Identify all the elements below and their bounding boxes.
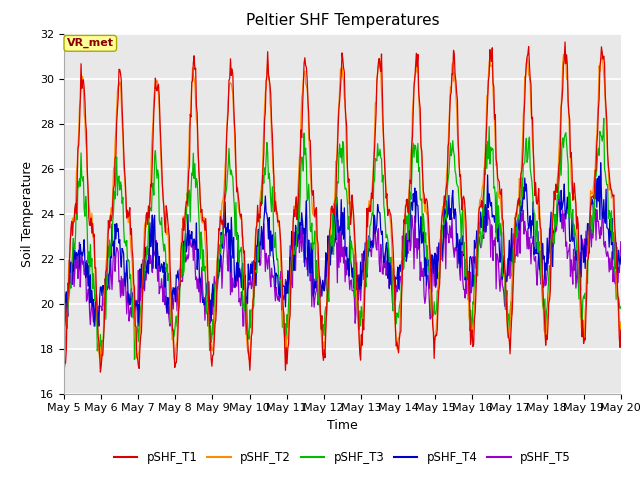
pSHF_T1 <box>426 253 434 259</box>
pSHF_T4 <box>411 185 419 191</box>
pSHF_T2 <box>70 218 78 224</box>
pSHF_T3 <box>600 115 607 121</box>
pSHF_T2 <box>617 319 625 324</box>
Title: Peltier SHF Temperatures: Peltier SHF Temperatures <box>246 13 439 28</box>
pSHF_T2 <box>184 168 192 174</box>
pSHF_T3 <box>214 270 222 276</box>
pSHF_T2 <box>410 81 418 87</box>
Legend: pSHF_T1, pSHF_T2, pSHF_T3, pSHF_T4, pSHF_T5: pSHF_T1, pSHF_T2, pSHF_T3, pSHF_T4, pSHF… <box>109 446 576 469</box>
Text: VR_met: VR_met <box>67 38 114 48</box>
pSHF_T4 <box>128 300 136 306</box>
pSHF_T5 <box>617 239 625 245</box>
Line: pSHF_T5: pSHF_T5 <box>64 192 621 326</box>
pSHF_T1 <box>617 327 625 333</box>
pSHF_T2 <box>426 265 434 271</box>
pSHF_T4 <box>185 242 193 248</box>
pSHF_T2 <box>60 364 68 370</box>
pSHF_T4 <box>617 254 625 260</box>
Line: pSHF_T4: pSHF_T4 <box>64 163 621 326</box>
pSHF_T5 <box>184 256 192 262</box>
pSHF_T1 <box>561 39 569 45</box>
pSHF_T4 <box>597 160 605 166</box>
pSHF_T1 <box>184 189 192 194</box>
Line: pSHF_T2: pSHF_T2 <box>64 52 621 367</box>
pSHF_T1 <box>127 226 135 231</box>
X-axis label: Time: Time <box>327 419 358 432</box>
pSHF_T1 <box>214 258 221 264</box>
pSHF_T5 <box>426 316 434 322</box>
pSHF_T4 <box>214 276 222 281</box>
pSHF_T4 <box>90 323 98 329</box>
pSHF_T5 <box>214 285 221 291</box>
pSHF_T4 <box>60 301 68 307</box>
Y-axis label: Soil Temperature: Soil Temperature <box>22 161 35 266</box>
pSHF_T2 <box>127 251 135 257</box>
pSHF_T3 <box>617 304 625 310</box>
pSHF_T5 <box>60 323 68 329</box>
pSHF_T5 <box>70 284 78 289</box>
pSHF_T3 <box>60 343 68 348</box>
pSHF_T2 <box>214 255 221 261</box>
pSHF_T3 <box>128 297 136 302</box>
Line: pSHF_T3: pSHF_T3 <box>64 118 621 361</box>
pSHF_T3 <box>70 244 78 250</box>
pSHF_T1 <box>60 370 68 375</box>
pSHF_T1 <box>410 84 418 90</box>
pSHF_T1 <box>70 218 78 224</box>
pSHF_T3 <box>97 358 105 364</box>
pSHF_T3 <box>411 142 419 148</box>
Line: pSHF_T1: pSHF_T1 <box>64 42 621 372</box>
pSHF_T5 <box>127 314 135 320</box>
pSHF_T3 <box>185 189 193 194</box>
pSHF_T5 <box>410 266 418 272</box>
pSHF_T4 <box>428 264 435 270</box>
pSHF_T4 <box>70 257 78 263</box>
pSHF_T5 <box>555 189 563 194</box>
pSHF_T2 <box>598 49 606 55</box>
pSHF_T3 <box>428 308 435 314</box>
